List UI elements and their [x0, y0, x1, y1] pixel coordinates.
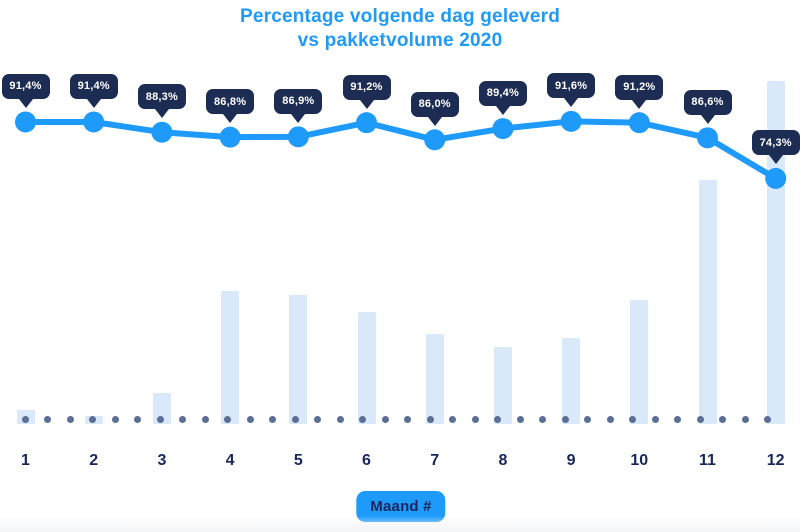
baseline-dot: [606, 415, 614, 423]
page-bottom-edge: [0, 516, 800, 532]
volume-bar-month-10: [630, 299, 649, 424]
baseline-dot: [426, 415, 434, 423]
baseline-dot: [584, 415, 591, 423]
baseline-dot: [561, 415, 569, 423]
baseline-dot: [404, 415, 411, 423]
chart-title: Percentage volgende dag geleverd vs pakk…: [0, 5, 800, 53]
baseline-dot: [696, 415, 704, 423]
baseline-dot: [156, 415, 164, 423]
value-tooltip-month-4: 86,8%: [206, 89, 255, 115]
baseline-dot: [89, 415, 96, 423]
baseline-dot: [719, 415, 726, 423]
x-axis-label-month-12: 12: [766, 452, 785, 469]
value-tooltip-month-11: 86,6%: [683, 89, 732, 115]
x-axis-label-month-5: 5: [293, 452, 303, 469]
value-tooltip-month-6: 91,2%: [342, 74, 391, 100]
baseline-dot: [201, 415, 209, 423]
line-point-month-5: [287, 126, 309, 148]
x-axis-label-month-9: 9: [566, 452, 576, 469]
baseline-dot: [21, 415, 29, 423]
volume-bar-month-5: [289, 295, 308, 424]
line-point-month-11: [697, 127, 718, 149]
line-point-month-3: [151, 121, 173, 143]
value-tooltip-month-8: 89,4%: [478, 80, 527, 106]
baseline-dot: [66, 415, 74, 423]
baseline-dot: [179, 415, 186, 423]
baseline-dot: [381, 415, 389, 423]
line-point-month-10: [628, 112, 650, 134]
x-axis-label-month-10: 10: [630, 452, 649, 469]
baseline-dot: [336, 415, 344, 423]
volume-bar-month-12: [766, 81, 785, 424]
line-point-month-1: [15, 111, 36, 133]
value-tooltip-month-3: 88,3%: [137, 84, 186, 110]
x-axis-label-month-6: 6: [362, 452, 371, 469]
x-axis-label-month-4: 4: [225, 452, 235, 469]
baseline-dot: [359, 415, 366, 423]
x-axis-label-month-2: 2: [89, 452, 99, 469]
volume-bar-month-6: [357, 311, 376, 424]
value-tooltip-month-5: 86,9%: [274, 88, 323, 114]
volume-bar-month-8: [493, 347, 512, 424]
line-point-month-4: [219, 126, 241, 148]
line-point-month-12: [765, 167, 787, 189]
baseline-dot: [246, 415, 254, 423]
baseline-dot: [494, 415, 501, 423]
value-tooltip-month-2: 91,4%: [69, 73, 118, 99]
chart-title-line2: vs pakketvolume 2020: [297, 30, 503, 51]
baseline-dot: [449, 415, 456, 423]
baseline-dot: [224, 415, 231, 423]
line-point-month-8: [492, 118, 514, 140]
value-tooltip-month-10: 91,2%: [615, 74, 664, 100]
value-tooltip-month-7: 86,0%: [410, 91, 459, 117]
value-tooltip-month-12: 74,3%: [751, 130, 800, 156]
baseline-dot: [291, 415, 299, 423]
baseline-dot: [629, 415, 636, 423]
baseline-dot: [764, 415, 771, 423]
baseline-dot: [111, 415, 119, 423]
baseline-dot: [314, 415, 321, 423]
value-tooltip-month-9: 91,6%: [547, 73, 596, 99]
volume-bar-month-9: [562, 337, 581, 424]
line-point-month-2: [83, 111, 105, 133]
chart-title-line1: Percentage volgende dag geleverd: [239, 6, 560, 27]
baseline-dot: [44, 415, 51, 423]
baseline-dot: [516, 415, 524, 423]
baseline-dot: [269, 415, 276, 423]
x-axis-label-month-7: 7: [430, 452, 440, 469]
volume-bar-month-4: [221, 290, 240, 424]
baseline-dot: [134, 415, 141, 423]
baseline-dot: [651, 415, 659, 423]
baseline-dot: [471, 415, 479, 423]
line-point-month-9: [560, 110, 582, 132]
x-axis-label-month-3: 3: [157, 452, 167, 469]
value-tooltip-month-1: 91,4%: [1, 73, 50, 99]
x-axis-label-month-1: 1: [21, 452, 30, 469]
x-axis-label-month-8: 8: [498, 452, 508, 469]
line-point-month-6: [356, 112, 377, 134]
baseline-dot: [741, 415, 749, 423]
baseline-dot: [539, 415, 546, 423]
line-point-month-7: [424, 129, 446, 151]
volume-bar-month-11: [698, 180, 717, 424]
baseline-dot: [674, 415, 681, 423]
volume-bar-month-7: [425, 334, 444, 424]
x-axis-label-month-11: 11: [699, 452, 716, 469]
